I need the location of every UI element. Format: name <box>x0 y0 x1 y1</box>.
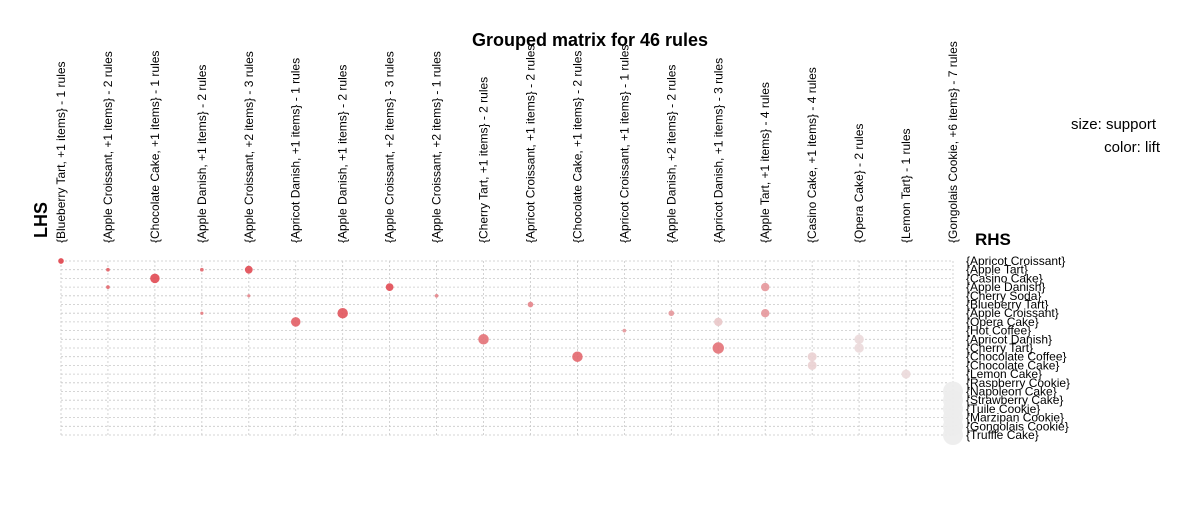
rule-point <box>478 334 489 345</box>
rule-point <box>712 342 724 354</box>
rule-point <box>943 425 963 445</box>
lhs-tick-label: {Opera Cake} - 2 rules <box>852 124 866 243</box>
rule-point <box>106 267 110 272</box>
rhs-tick-label: {Raspberry Cookie} <box>966 376 1070 390</box>
lhs-tick-label: {Apple Danish, +1 items} - 2 rules <box>336 65 350 243</box>
rule-point <box>150 273 160 284</box>
lhs-tick-label: {Apricot Croissant, +1 items} - 2 rules <box>523 45 537 243</box>
lhs-tick-label: {Cherry Tart, +1 items} - 2 rules <box>477 77 491 243</box>
rule-point <box>434 293 439 298</box>
rhs-tick-label: {Apple Tart} <box>966 263 1028 277</box>
grid-layer <box>60 260 954 436</box>
legend-color-label: color: lift <box>1104 139 1161 156</box>
points-layer <box>58 258 963 445</box>
rhs-tick-label: {Blueberry Tart} <box>966 298 1049 312</box>
lhs-tick-label: {Apple Tart, +1 items} - 4 rules <box>758 82 772 243</box>
rhs-tick-label: {Napoleon Cake} <box>966 385 1057 399</box>
rule-point <box>714 317 723 327</box>
rule-point <box>199 267 204 272</box>
rule-point <box>622 328 627 333</box>
rhs-tick-label: {Opera Cake} <box>966 315 1039 329</box>
rule-point <box>761 282 770 292</box>
rule-point <box>807 352 817 362</box>
rhs-tick-label: {Cherry Tart} <box>966 341 1033 355</box>
rule-point <box>527 301 534 308</box>
lhs-axis-label: LHS <box>31 202 51 238</box>
rhs-tick-label: {Hot Coffee} <box>966 324 1031 338</box>
rhs-tick-label: {Strawberry Cake} <box>966 393 1063 407</box>
rhs-tick-label: {Chocolate Coffee} <box>966 350 1067 364</box>
lhs-tick-label: {Gongolais Cookie, +6 items} - 7 rules <box>946 41 960 243</box>
rule-point <box>385 283 394 291</box>
rule-point <box>807 360 817 370</box>
rhs-tick-label: {Lemon Cake} <box>966 367 1042 381</box>
rule-point <box>761 309 770 318</box>
lhs-tick-label: {Apple Danish, +2 items} - 2 rules <box>664 65 678 243</box>
rule-point <box>200 311 204 315</box>
rule-point <box>244 265 253 274</box>
lhs-tick-label: {Apple Danish, +1 items} - 2 rules <box>195 65 209 243</box>
rhs-axis-label: RHS <box>975 230 1011 249</box>
lhs-tick-label: {Chocolate Cake, +1 items} - 2 rules <box>570 51 584 243</box>
rhs-tick-label: {Marzipan Cookie} <box>966 411 1064 425</box>
rule-point <box>668 310 675 317</box>
lhs-tick-label: {Apricot Danish, +1 items} - 1 rules <box>289 58 303 243</box>
rule-point <box>572 351 583 362</box>
rhs-tick-label: {Apricot Danish} <box>966 332 1052 346</box>
rule-point <box>247 294 251 298</box>
rule-point <box>290 317 301 327</box>
chart-title: Grouped matrix for 46 rules <box>472 30 708 50</box>
rule-point <box>854 334 864 345</box>
rhs-tick-label: {Truffle Cake} <box>966 428 1039 442</box>
lhs-tick-label: {Blueberry Tart, +1 items} - 1 rules <box>54 61 68 243</box>
rule-point <box>337 307 348 319</box>
lhs-tick-label: {Apple Croissant, +2 items} - 3 rules <box>383 51 397 243</box>
lhs-tick-label: {Lemon Tart} - 1 rules <box>899 128 913 243</box>
lhs-tick-label: {Chocolate Cake, +1 items} - 1 rules <box>148 51 162 243</box>
lhs-tick-label: {Apple Croissant, +2 items} - 3 rules <box>242 51 256 243</box>
rule-point <box>901 369 911 379</box>
rhs-tick-label: {Apricot Croissant} <box>966 254 1065 268</box>
legend-size-label: size: support <box>1071 116 1157 133</box>
rhs-tick-label: {Cherry Soda} <box>966 289 1041 303</box>
rhs-tick-label: {Casino Cake} <box>966 271 1043 285</box>
rhs-tick-label: {Chocolate Cake} <box>966 358 1059 372</box>
rhs-tick-label: {Gongolais Cookie} <box>966 419 1069 433</box>
lhs-labels: {Blueberry Tart, +1 items} - 1 rules {App… <box>54 41 960 243</box>
lhs-tick-label: {Apple Croissant, +1 items} - 2 rules <box>101 51 115 243</box>
rhs-tick-label: {Tuile Cookie} <box>966 402 1040 416</box>
lhs-tick-label: {Apple Croissant, +2 items} - 1 rules <box>430 51 444 243</box>
lhs-tick-label: {Apricot Danish, +1 items} - 3 rules <box>711 58 725 243</box>
rhs-tick-label: {Apple Croissant} <box>966 306 1059 320</box>
rule-point <box>58 258 64 264</box>
rhs-tick-label: {Apple Danish} <box>966 280 1045 294</box>
rule-point <box>106 285 110 289</box>
lhs-tick-label: {Casino Cake, +1 items} - 4 rules <box>805 67 819 243</box>
lhs-tick-label: {Apricot Croissant, +1 items} - 1 rules <box>617 45 631 243</box>
rhs-labels: {Apricot Croissant}{Apple Tart}{Casino C… <box>966 254 1070 442</box>
rule-point <box>854 343 864 353</box>
